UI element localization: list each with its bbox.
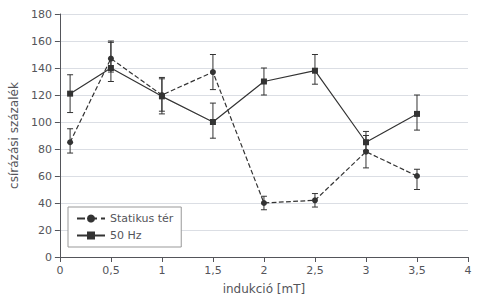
svg-text:180: 180 [31, 8, 52, 21]
svg-text:2: 2 [260, 264, 267, 277]
svg-text:50 Hz: 50 Hz [110, 229, 142, 242]
svg-text:0: 0 [45, 251, 52, 264]
svg-text:1: 1 [158, 264, 165, 277]
svg-text:2,5: 2,5 [306, 264, 324, 277]
svg-text:80: 80 [38, 143, 52, 156]
svg-text:40: 40 [38, 197, 52, 210]
svg-text:1,5: 1,5 [204, 264, 222, 277]
svg-text:csírázási százalék: csírázási százalék [7, 82, 21, 189]
svg-text:20: 20 [38, 224, 52, 237]
svg-text:4: 4 [465, 264, 472, 277]
svg-text:indukció [mT]: indukció [mT] [223, 282, 306, 296]
svg-text:120: 120 [31, 89, 52, 102]
svg-text:0: 0 [56, 264, 63, 277]
svg-text:3,5: 3,5 [408, 264, 426, 277]
svg-text:Statikus tér: Statikus tér [110, 212, 174, 225]
svg-text:100: 100 [31, 116, 52, 129]
svg-text:140: 140 [31, 62, 52, 75]
svg-text:0,5: 0,5 [102, 264, 120, 277]
svg-text:3: 3 [362, 264, 369, 277]
svg-text:60: 60 [38, 170, 52, 183]
svg-text:160: 160 [31, 35, 52, 48]
